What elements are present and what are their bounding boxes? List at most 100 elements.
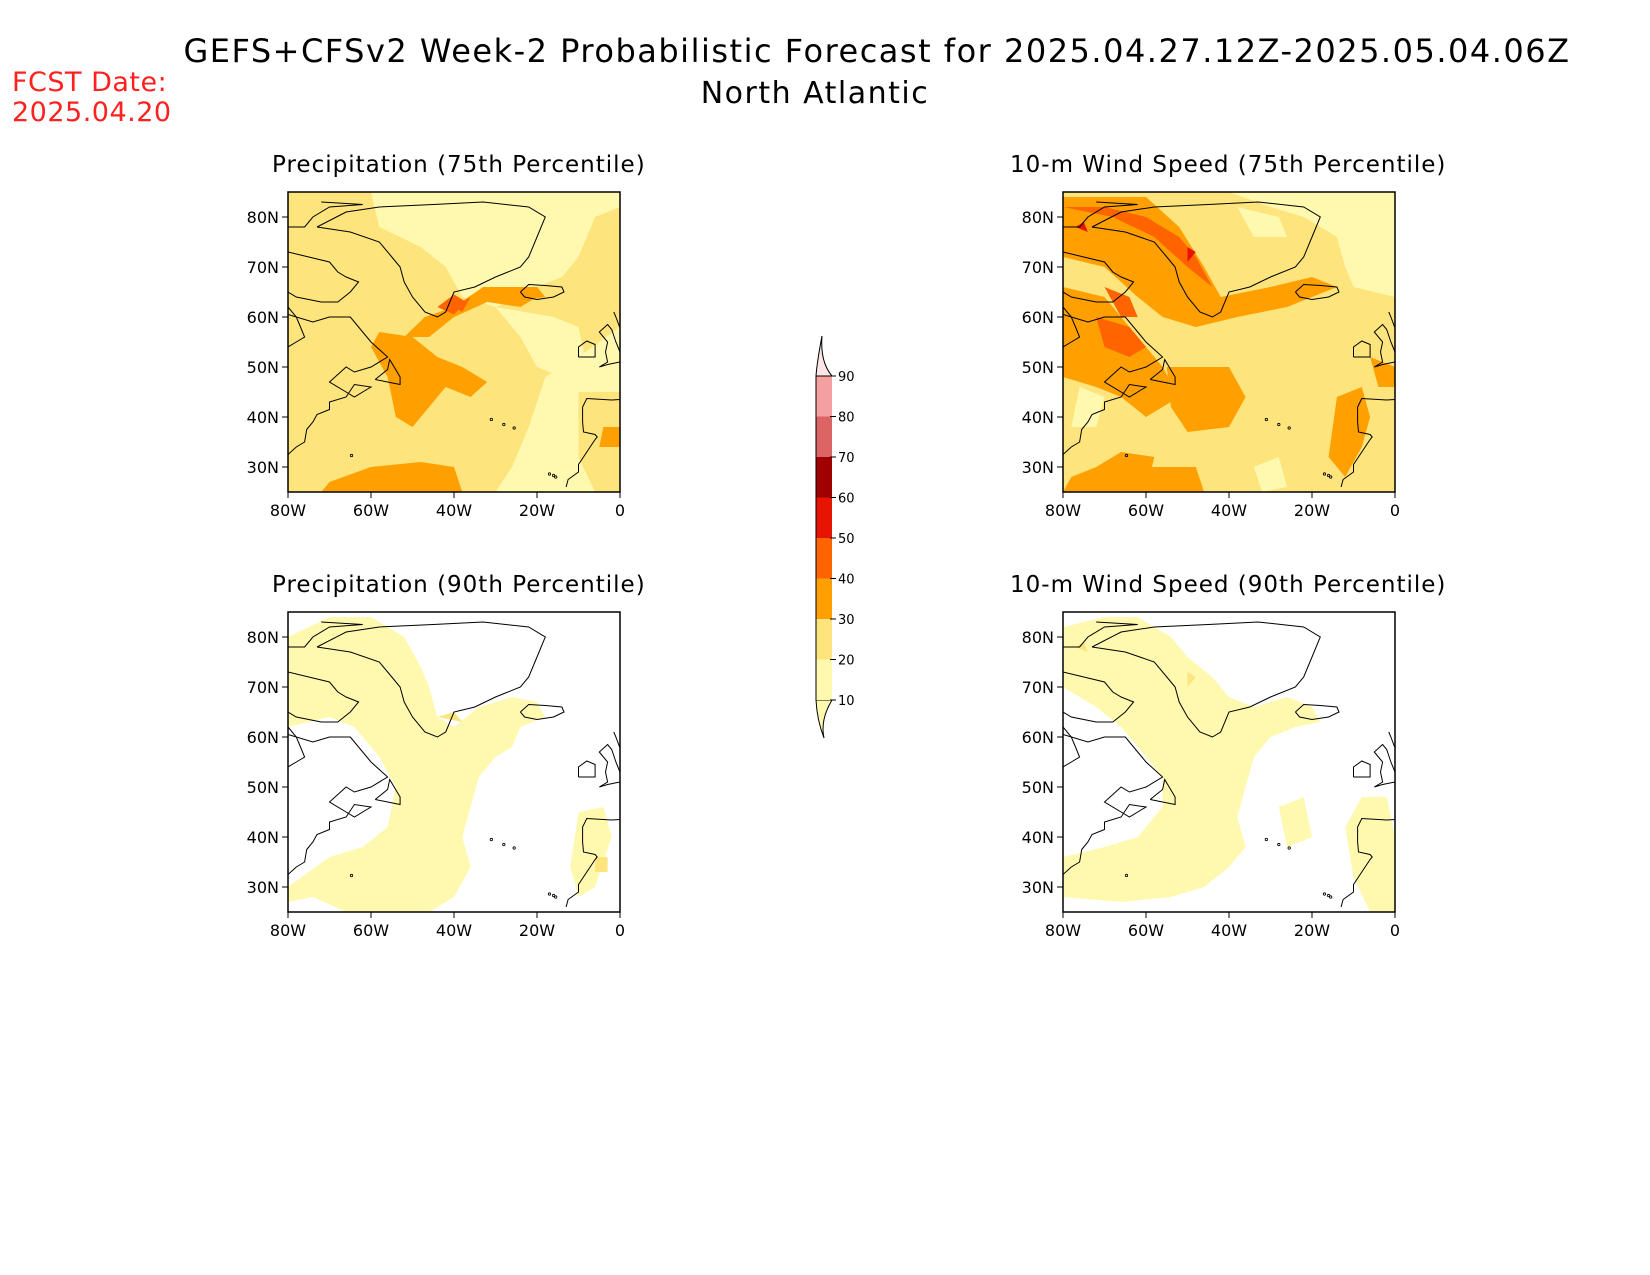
lat-label: 60N	[247, 728, 279, 747]
colorbar-label: 10	[838, 694, 855, 709]
lat-label: 40N	[247, 408, 279, 427]
island	[1329, 895, 1333, 899]
lat-label: 50N	[1022, 778, 1054, 797]
lat-label: 80N	[1022, 208, 1054, 227]
island	[1287, 846, 1291, 850]
lat-label: 50N	[247, 778, 279, 797]
lon-label: 60W	[1128, 501, 1164, 520]
map-wind-75: 80N 70N 60N 50N 40N 30N 80W 60W 40W 20W 0	[1022, 191, 1400, 520]
coastline	[288, 734, 389, 875]
colorbar-high-extension	[815, 335, 834, 377]
lat-label: 50N	[247, 358, 279, 377]
lon-label: 80W	[1045, 501, 1081, 520]
coastline	[288, 671, 360, 723]
lon-label: 0	[615, 501, 625, 520]
shaded-region	[1071, 387, 1105, 427]
lon-label: 0	[615, 921, 625, 940]
coastline	[578, 340, 596, 358]
lon-label: 20W	[519, 921, 555, 940]
colorbar-label: 20	[838, 654, 855, 669]
island	[1124, 873, 1129, 878]
lat-label: 30N	[1022, 458, 1054, 477]
coastline	[1388, 311, 1395, 328]
shaded-region	[1328, 387, 1371, 477]
lon-label: 60W	[353, 501, 389, 520]
shaded-region	[1187, 247, 1196, 262]
shaded-region	[595, 857, 608, 872]
island	[1277, 842, 1281, 847]
lon-label: 20W	[1294, 921, 1330, 940]
coastline	[1063, 734, 1164, 875]
lat-label: 60N	[247, 308, 279, 327]
shaded-region	[404, 287, 537, 337]
coastline	[1063, 726, 1081, 768]
map-precip-90: 80N 70N 60N 50N 40N 30N 80W 60W 40W 20W 0	[247, 611, 625, 940]
shaded-region	[578, 392, 620, 492]
coastline	[520, 703, 565, 721]
lon-label: 40W	[436, 921, 472, 940]
colorbar-swatch	[816, 538, 832, 579]
lon-label: 20W	[519, 501, 555, 520]
shaded-region	[1353, 242, 1379, 267]
shaded-region	[1187, 672, 1196, 687]
island	[1264, 417, 1268, 422]
coastline	[1149, 358, 1176, 386]
coastline	[565, 397, 620, 488]
coastline	[1091, 201, 1321, 318]
lon-label: 80W	[1045, 921, 1081, 940]
shaded-region	[1166, 367, 1246, 432]
colorbar-swatch	[816, 578, 832, 619]
lat-label: 60N	[1022, 728, 1054, 747]
lat-label: 70N	[247, 678, 279, 697]
colorbar-low-extension	[815, 699, 833, 739]
forecast-date-label: FCST Date:	[12, 67, 168, 98]
map-wind-90: 80N 70N 60N 50N 40N 30N 80W 60W 40W 20W 0	[1022, 611, 1400, 940]
lat-label: 60N	[1022, 308, 1054, 327]
coastline	[1353, 340, 1371, 358]
shaded-region	[1075, 222, 1088, 232]
shaded-region	[1253, 457, 1288, 492]
island	[1264, 837, 1268, 842]
coastline	[1295, 703, 1340, 721]
shaded-region	[288, 617, 546, 912]
lon-label: 60W	[353, 921, 389, 940]
island	[489, 837, 493, 842]
coastline	[316, 201, 546, 318]
coastline	[1373, 743, 1395, 788]
shaded-region	[1063, 452, 1155, 492]
colorbar-swatch	[816, 659, 832, 700]
shaded-region	[1096, 317, 1146, 357]
panel-title-wind-90: 10-m Wind Speed (90th Percentile)	[1010, 572, 1447, 598]
page-title: GEFS+CFSv2 Week-2 Probabilistic Forecast…	[183, 32, 1571, 70]
lat-label: 80N	[1022, 628, 1054, 647]
shaded-region	[321, 462, 463, 492]
colorbar-label: 30	[838, 613, 855, 628]
coastline	[374, 778, 401, 806]
lon-label: 40W	[436, 501, 472, 520]
colorbar-label: 90	[838, 370, 855, 385]
colorbar-label: 50	[838, 532, 855, 547]
coastline	[1063, 671, 1135, 723]
coastline	[613, 311, 620, 328]
coastline	[374, 358, 401, 386]
colorbar-swatch	[816, 376, 832, 417]
lat-label: 30N	[247, 458, 279, 477]
lat-label: 40N	[1022, 408, 1054, 427]
lat-label: 50N	[1022, 358, 1054, 377]
island	[349, 453, 354, 458]
lon-label: 0	[1390, 501, 1400, 520]
colorbar-label: 60	[838, 492, 855, 507]
shaded-region	[1075, 642, 1088, 652]
island	[547, 892, 552, 896]
lon-label: 80W	[270, 501, 306, 520]
lat-label: 40N	[1022, 828, 1054, 847]
shaded-region	[437, 712, 463, 722]
lat-label: 70N	[247, 258, 279, 277]
island	[489, 417, 493, 422]
coastline	[288, 201, 363, 228]
colorbar-swatch	[816, 416, 832, 457]
shaded-region	[599, 427, 620, 447]
shaded-region	[1063, 197, 1337, 327]
island	[512, 846, 516, 850]
lon-label: 20W	[1294, 501, 1330, 520]
